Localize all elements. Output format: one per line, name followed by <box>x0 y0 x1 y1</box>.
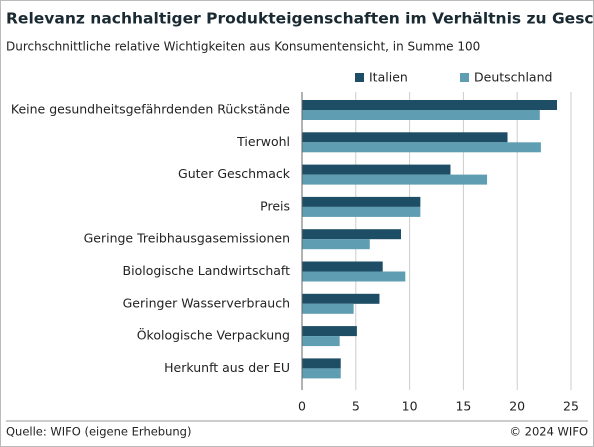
x-tick-label: 25 <box>563 399 579 414</box>
y-tick-label: Tierwohl <box>236 134 290 149</box>
chart-title: Relevanz nachhaltiger Produkteigenschaft… <box>6 10 594 28</box>
x-tick-label: 5 <box>352 399 360 414</box>
chart-subtitle: Durchschnittliche relative Wichtigkeiten… <box>6 40 480 54</box>
legend-swatch <box>460 73 469 82</box>
x-tick-label: 10 <box>402 399 418 414</box>
bar <box>302 100 558 110</box>
legend-label: Italien <box>369 70 408 85</box>
legend-swatch <box>355 73 364 82</box>
y-tick-label: Preis <box>260 198 290 213</box>
x-tick-label: 15 <box>455 399 471 414</box>
y-tick-label: Geringer Wasserverbrauch <box>123 295 290 310</box>
y-tick-label: Geringe Treibhausgasemissionen <box>84 231 290 246</box>
bar <box>302 132 508 143</box>
bar <box>302 368 341 379</box>
bar <box>302 326 357 337</box>
y-tick-label: Biologische Landwirtschaft <box>123 263 291 278</box>
bar <box>302 206 421 217</box>
bar <box>302 239 370 250</box>
bar <box>302 293 380 304</box>
source: Quelle: WIFO (eigene Erhebung) <box>6 425 191 439</box>
bar <box>302 336 340 347</box>
credit: © 2024 WIFO <box>509 425 588 439</box>
bar <box>302 303 354 314</box>
x-tick-label: 0 <box>298 399 306 414</box>
bar <box>302 196 421 207</box>
bar <box>302 358 341 369</box>
bar <box>302 261 383 272</box>
legend-label: Deutschland <box>474 70 552 85</box>
bar <box>302 229 401 240</box>
bar <box>302 174 488 185</box>
y-tick-label: Keine gesundheitsgefährdenden Rückstände <box>11 102 290 117</box>
y-tick-label: Herkunft aus der EU <box>164 360 290 375</box>
bar <box>302 110 540 120</box>
y-tick-label: Ökologische Verpackung <box>137 327 290 343</box>
x-tick-label: 20 <box>509 399 525 414</box>
bar <box>302 142 541 153</box>
y-tick-label: Guter Geschmack <box>178 166 291 181</box>
bar <box>302 164 451 175</box>
bar <box>302 271 406 282</box>
